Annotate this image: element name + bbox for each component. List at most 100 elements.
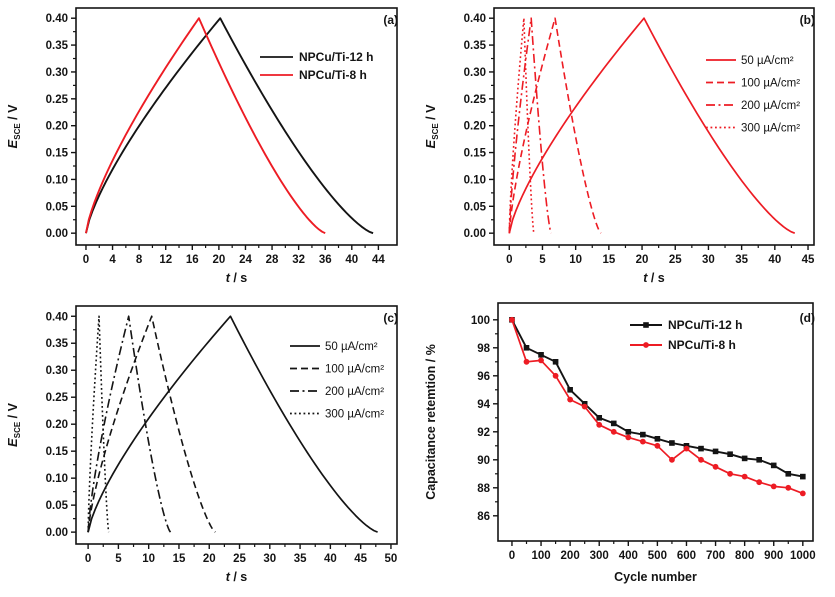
- x-tick-label: 5: [539, 254, 546, 266]
- y-tick-label: 0.25: [46, 94, 69, 106]
- x-axis: 0 100 200 300 400 500 600 700 800 900 1000: [509, 541, 816, 562]
- x-tick-label: 28: [266, 254, 279, 266]
- x-tick-label: 44: [372, 254, 385, 266]
- legend-item: 50 µA/cm²: [706, 55, 794, 67]
- data-point-square: [669, 440, 675, 446]
- y-tick-label: 0.10: [46, 473, 68, 485]
- legend-label: 100 µA/cm²: [741, 78, 800, 90]
- data-point-circle: [770, 483, 777, 490]
- legend-label: 200 µA/cm²: [741, 100, 800, 112]
- data-point-circle: [538, 357, 544, 364]
- x-tick-label: 0: [83, 254, 89, 266]
- legend: 50 µA/cm² 100 µA/cm² 200 µA/cm² 300 µA/cm²: [290, 341, 384, 421]
- y-axis-title: ESCE / V: [5, 402, 22, 447]
- y-tick-label: 86: [477, 511, 490, 523]
- x-tick-label: 10: [569, 254, 582, 266]
- data-point-square: [596, 415, 603, 421]
- y-tick-label: 0.20: [46, 121, 68, 133]
- series-square: [509, 317, 806, 480]
- data-point-circle: [698, 456, 704, 463]
- legend-item: 200 µA/cm²: [290, 386, 384, 398]
- x-tick-label: 20: [636, 254, 649, 266]
- data-point-circle: [596, 421, 603, 428]
- data-point-circle: [683, 445, 690, 452]
- y-axis: 0.00 0.05 0.10 0.15 0.20 0.25 0.30 0.35 0.40: [464, 13, 494, 240]
- legend-item: NPCu/Ti-12 h: [630, 318, 742, 332]
- data-point-circle: [523, 358, 530, 365]
- curve-100-A-cm-: [508, 17, 602, 234]
- y-axis: 0.00 0.05 0.10 0.15 0.20 0.25 0.30 0.35 0.40: [46, 13, 76, 240]
- x-axis-title: t / s: [226, 271, 248, 285]
- legend-marker-circle: [643, 342, 649, 348]
- x-tick-label: 10: [142, 553, 155, 565]
- data-point-circle: [509, 316, 515, 323]
- x-tick-label: 15: [173, 553, 186, 565]
- x-tick-label: 40: [345, 254, 358, 266]
- data-point-square: [770, 462, 777, 469]
- data-point-square: [698, 445, 704, 452]
- x-tick-label: 16: [186, 254, 199, 266]
- panel-tag: (a): [383, 13, 398, 27]
- curves: [87, 315, 378, 533]
- x-tick-label: 1000: [790, 550, 816, 562]
- x-tick-label: 700: [706, 550, 725, 562]
- y-tick-label: 0.20: [464, 121, 486, 133]
- x-axis: 0 5 10 15 20 25 30 35 40 45 50: [85, 544, 397, 565]
- x-tick-label: 300: [590, 550, 609, 562]
- legend-label: 50 µA/cm²: [741, 55, 794, 67]
- curve-200-A-cm-: [508, 17, 552, 234]
- data-point-square: [640, 431, 646, 438]
- legend-label: NPCu/Ti-8 h: [299, 68, 367, 82]
- panel-tag: (d): [800, 311, 815, 325]
- data-point-circle: [581, 403, 588, 410]
- legend-item: 300 µA/cm²: [706, 123, 800, 135]
- panel-d-chart: 0 100 200 300 400 500 600 700 800 900 1000 86 88 90 92…: [424, 302, 816, 584]
- legend-item: 200 µA/cm²: [706, 100, 800, 112]
- y-tick-label: 0.40: [46, 311, 68, 323]
- data-point-square: [741, 455, 748, 462]
- legend: 50 µA/cm² 100 µA/cm² 200 µA/cm² 300 µA/cm²: [706, 55, 800, 135]
- x-tick-label: 800: [735, 550, 754, 562]
- legend: NPCu/Ti-12 h NPCu/Ti-8 h: [630, 318, 742, 352]
- legend-item: 300 µA/cm²: [290, 409, 384, 421]
- plot-frame: [493, 7, 815, 246]
- legend-label: NPCu/Ti-12 h: [668, 318, 742, 332]
- x-tick-label: 20: [203, 553, 216, 565]
- y-tick-label: 96: [477, 371, 490, 383]
- data-point-circle: [625, 434, 632, 441]
- curve-100-A-cm-: [87, 315, 216, 533]
- plot-frame: [497, 302, 814, 542]
- y-tick-label: 90: [477, 455, 490, 467]
- data-point-circle: [567, 396, 574, 403]
- data-point-square: [654, 436, 661, 442]
- panel-c-chart: 0 5 10 15 20 25 30 35 40 45 50 0.00 0.05 0.10 0.15 0.20…: [5, 305, 398, 584]
- data-point-square: [727, 451, 733, 457]
- data-point-square: [712, 448, 719, 455]
- y-tick-label: 0.15: [464, 148, 487, 160]
- data-point-square: [610, 420, 617, 427]
- curve-200-A-cm-: [87, 315, 172, 533]
- legend-label: 300 µA/cm²: [741, 123, 800, 135]
- data-point-square: [785, 471, 792, 477]
- x-tick-label: 24: [239, 254, 252, 266]
- legend-item: 100 µA/cm²: [290, 364, 384, 376]
- x-tick-label: 30: [263, 553, 276, 565]
- y-axis-title: ESCE / V: [5, 104, 22, 149]
- y-tick-label: 98: [477, 343, 490, 355]
- y-tick-label: 0.00: [46, 228, 68, 240]
- panel-tag: (b): [800, 13, 815, 27]
- curves: [508, 17, 796, 234]
- curves: [85, 17, 374, 235]
- legend-label: 50 µA/cm²: [325, 341, 378, 353]
- legend-label: 300 µA/cm²: [325, 409, 384, 421]
- y-axis-title: ESCE / V: [423, 104, 440, 149]
- x-tick-label: 40: [768, 254, 781, 266]
- x-tick-label: 8: [136, 254, 143, 266]
- y-tick-label: 0.10: [46, 174, 68, 186]
- x-tick-label: 25: [233, 553, 246, 565]
- data-point-square: [567, 387, 573, 393]
- x-tick-label: 12: [159, 254, 172, 266]
- y-tick-label: 0.30: [46, 365, 68, 377]
- data-point-circle: [669, 456, 675, 463]
- x-tick-label: 25: [669, 254, 682, 266]
